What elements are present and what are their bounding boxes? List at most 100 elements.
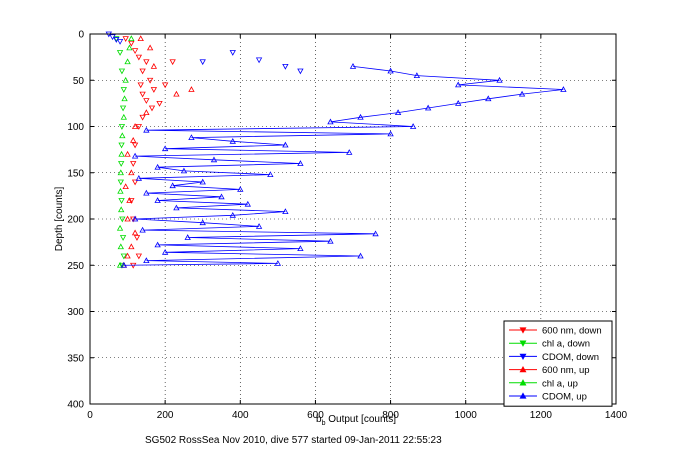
data-point [455,100,462,106]
legend-marker [519,327,527,334]
legend-label: 600 nm, up [542,365,590,376]
data-point [124,215,131,222]
data-point [131,152,139,159]
data-point [131,142,139,149]
data-point [131,229,139,236]
data-point [327,118,334,125]
data-point [229,137,236,144]
data-point [119,235,127,241]
data-point [118,262,126,269]
data-point [387,67,394,74]
data-point [146,77,154,84]
data-point [154,197,161,203]
data-point [139,91,146,98]
legend-box [503,320,613,407]
series-0 [122,36,176,269]
x-tick-label: 400 [232,410,249,421]
data-point [188,86,195,92]
data-point [161,82,169,89]
data-point [485,95,492,102]
data-point [131,123,139,129]
data-point [357,113,364,120]
data-point [124,58,131,65]
data-point [122,183,129,190]
data-point [267,171,274,177]
x-tick-label: 1200 [530,410,553,421]
data-point [116,39,124,45]
data-point [143,98,150,104]
series-line [123,66,564,266]
data-point [349,63,357,69]
data-point [117,243,124,250]
data-point [120,253,127,260]
x-tick-label: 1400 [605,410,628,421]
data-point [409,123,417,129]
y-tick-label: 150 [67,168,84,179]
y-tick-label: 300 [67,307,84,318]
data-point [128,198,135,204]
data-point [161,145,169,152]
data-point [130,161,137,167]
data-point [130,137,137,143]
y-tick-label: 250 [67,261,84,272]
y-tick-label: 200 [67,215,84,226]
data-point [229,50,236,56]
legend-marker [519,353,527,361]
data-point [244,200,251,207]
data-point [143,59,150,66]
data-point [118,150,125,157]
data-point [357,252,364,259]
data-point [154,163,161,170]
data-point [282,63,289,70]
x-tick-label: 600 [307,410,324,421]
data-point [117,169,124,176]
data-point [135,253,143,260]
data-point [229,211,236,218]
data-point [154,241,161,248]
data-point [143,257,150,264]
y-tick-label: 0 [78,30,84,41]
data-point [109,34,116,41]
figure-caption: SG502 RossSea Nov 2010, dive 577 started… [145,435,442,446]
legend-marker [519,340,527,347]
data-point [327,237,334,244]
data-point [133,235,141,241]
data-point [297,160,304,166]
data-point [372,230,379,237]
data-point [121,95,128,102]
legend-label: chl a, up [542,378,578,389]
series-1 [113,36,127,269]
series-3 [120,35,195,268]
data-point [137,82,144,89]
legend-label: chl a, down [542,339,590,350]
data-point [131,48,139,54]
data-point [118,124,126,130]
data-point [131,179,139,186]
x-axis-label: bb Output [counts] [316,414,396,427]
data-point [237,186,244,192]
data-point [128,35,135,42]
data-point [255,57,263,64]
data-point [346,149,353,155]
data-point [116,50,124,56]
data-point [218,193,225,200]
y-tick-label: 50 [73,76,85,87]
data-point [119,216,126,223]
data-point [119,132,126,139]
data-point [118,206,125,213]
axis-ticks: 0 200 400 600 800 1000 1200 1400 0 50 100 150 200 250… [67,30,627,422]
data-point [139,114,146,121]
data-point [282,141,289,148]
series-4 [116,35,135,268]
data-point [143,126,150,133]
data-point [173,90,180,97]
data-point [297,245,304,251]
data-point [126,44,133,51]
data-point [124,150,131,157]
data-point [130,216,137,223]
x-tick-label: 1000 [455,410,478,421]
data-point [413,72,421,79]
data-point [120,261,127,268]
data-point [394,109,402,116]
